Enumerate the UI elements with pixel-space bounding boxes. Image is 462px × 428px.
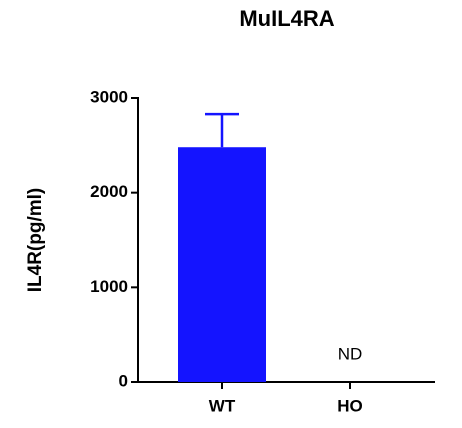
y-tick-label: 0 [119, 371, 128, 390]
chart-title: MuIL4RA [239, 6, 334, 31]
y-tick-label: 3000 [90, 87, 128, 106]
bar [178, 147, 266, 382]
y-tick-label: 2000 [90, 182, 128, 201]
y-tick-label: 1000 [90, 277, 128, 296]
x-tick-label: WT [209, 396, 236, 415]
y-axis-label: IL4R(pg/ml) [25, 188, 46, 293]
value-label: ND [338, 344, 363, 363]
x-tick-label: HO [337, 396, 363, 415]
